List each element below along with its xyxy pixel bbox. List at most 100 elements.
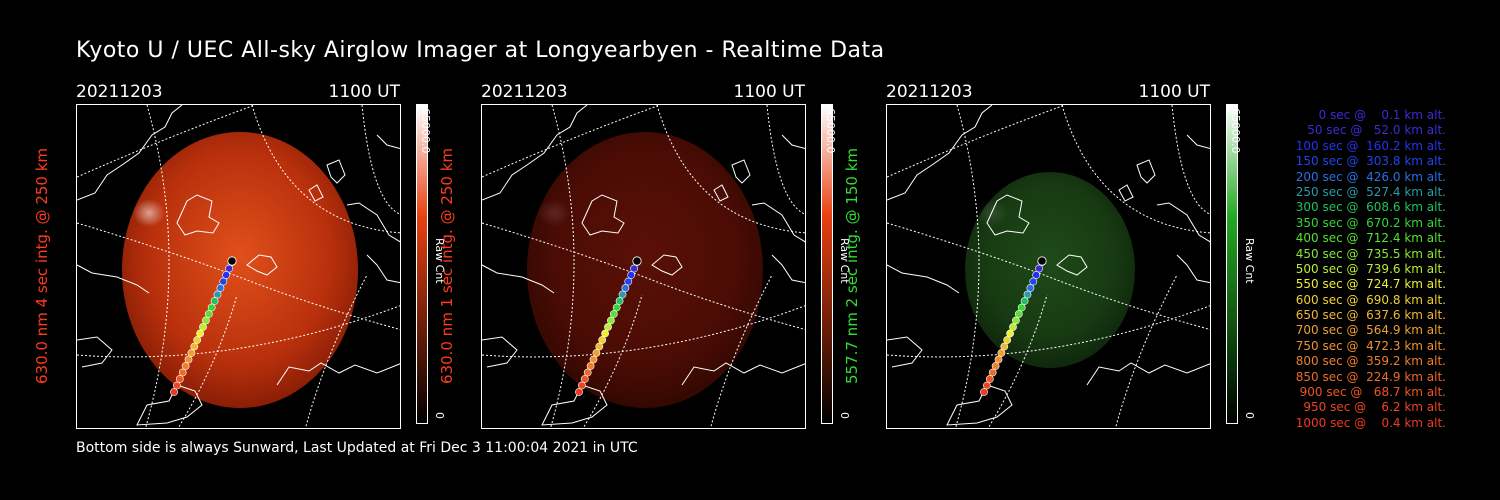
geo-grid	[482, 105, 805, 428]
colorbar	[1226, 104, 1238, 424]
panel-time: 1100 UT	[328, 82, 401, 102]
trajectory-dot	[991, 362, 1000, 370]
trajectory-dot	[997, 349, 1006, 357]
trajectory-dot	[193, 336, 202, 344]
legend-entry: 50 sec @ 52.0 km alt.	[1299, 123, 1446, 138]
trajectory-dot	[213, 290, 222, 299]
trajectory-dot	[219, 277, 228, 286]
trajectory-dot	[604, 323, 612, 331]
trajectory-dot	[612, 303, 621, 312]
trajectory-dot	[216, 284, 225, 292]
trajectory-dot	[994, 355, 1003, 364]
legend-entry: 1000 sec @ 0.4 km alt.	[1295, 415, 1446, 430]
trajectory-dot	[580, 375, 589, 383]
trajectory-dot	[624, 277, 633, 286]
geo-grid	[77, 105, 400, 428]
allsky-image	[886, 104, 1211, 429]
trajectory-legend: 0 sec @ 0.1 km alt. 50 sec @ 52.0 km alt…	[1250, 108, 1446, 431]
trajectory-dot	[630, 264, 638, 273]
panel-date: 20211203	[76, 82, 163, 102]
trajectory-dot	[1032, 271, 1041, 279]
trajectory-dot	[1020, 297, 1029, 305]
footer-note: Bottom side is always Sunward, Last Upda…	[76, 440, 638, 456]
trajectory-dot	[196, 329, 204, 338]
trajectory-dot	[1035, 264, 1043, 273]
legend-entry: 100 sec @ 160.2 km alt.	[1291, 138, 1446, 153]
trajectory-dot	[985, 375, 994, 383]
trajectory-dot	[578, 381, 586, 390]
panel-time: 1100 UT	[1138, 82, 1211, 102]
legend-entry: 650 sec @ 637.6 km alt.	[1291, 308, 1446, 323]
legend-entry: 600 sec @ 690.8 km alt.	[1291, 292, 1446, 307]
trajectory-dot	[187, 349, 196, 357]
trajectory-dot	[1011, 316, 1020, 325]
trajectory-dot	[181, 362, 190, 370]
allsky-image	[481, 104, 806, 429]
trajectory-dot	[173, 381, 181, 390]
trajectory-dot	[190, 342, 199, 351]
colorbar	[821, 104, 833, 424]
panel-date: 20211203	[886, 82, 973, 102]
trajectory-dot	[1003, 336, 1012, 344]
trajectory-dot	[175, 375, 184, 383]
trajectory-dot	[609, 310, 618, 318]
trajectory-dot	[601, 329, 609, 338]
trajectory-dot	[204, 310, 213, 318]
trajectory-dot	[1026, 284, 1035, 292]
trajectory-dot	[583, 368, 592, 377]
trajectory-dot	[988, 368, 997, 377]
trajectory-dot	[225, 264, 233, 273]
trajectory-dot	[1023, 290, 1032, 299]
allsky-image	[76, 104, 401, 429]
trajectory-dot	[199, 323, 207, 331]
legend-entry: 750 sec @ 472.3 km alt.	[1291, 338, 1446, 353]
geo-grid	[887, 105, 1210, 428]
legend-entry: 0 sec @ 0.1 km alt.	[1307, 108, 1446, 122]
panel-time: 1100 UT	[733, 82, 806, 102]
legend-entry: 850 sec @ 224.9 km alt.	[1291, 369, 1446, 384]
legend-entry: 500 sec @ 739.6 km alt.	[1291, 261, 1446, 276]
sky-disc	[527, 132, 763, 408]
coastlines	[77, 105, 400, 426]
legend-entry: 700 sec @ 564.9 km alt.	[1291, 323, 1446, 338]
sky-disc	[965, 172, 1135, 368]
colorbar	[416, 104, 428, 424]
coastlines	[887, 105, 1210, 426]
legend-entry: 550 sec @ 724.7 km alt.	[1291, 277, 1446, 292]
trajectory-dot	[1006, 329, 1014, 338]
trajectory-dot	[1017, 303, 1026, 312]
trajectory-dot	[222, 271, 231, 279]
panel-date: 20211203	[481, 82, 568, 102]
legend-entry: 150 sec @ 303.8 km alt.	[1291, 154, 1446, 169]
trajectory-dot	[618, 290, 627, 299]
legend-entry: 950 sec @ 6.2 km alt.	[1299, 400, 1446, 415]
legend-entry: 200 sec @ 426.0 km alt.	[1291, 169, 1446, 184]
trajectory-dot	[575, 388, 583, 396]
trajectory-dot	[983, 381, 991, 390]
trajectory-dot	[207, 303, 216, 312]
legend-entry: 300 sec @ 608.6 km alt.	[1291, 200, 1446, 215]
trajectory-dot	[178, 368, 187, 377]
trajectory-dot	[1009, 323, 1017, 331]
trajectory-dot	[627, 271, 636, 279]
trajectory-dot	[1014, 310, 1023, 318]
trajectory-dot	[615, 297, 624, 305]
legend-entry: 400 sec @ 712.4 km alt.	[1291, 231, 1446, 246]
legend-entry: 800 sec @ 359.2 km alt.	[1291, 354, 1446, 369]
trajectory-dot	[586, 362, 595, 370]
image-panel-2: 20211203 1100 UT 630.0 nm 1 sec intg. @ …	[438, 80, 881, 430]
trajectory-dot	[210, 297, 219, 305]
image-panel-3: 20211203 1100 UT 557.7 nm 2 sec intg. @ …	[843, 80, 1286, 430]
trajectory-dot	[621, 284, 630, 292]
trajectory-dot	[592, 349, 601, 357]
trajectory-dot	[980, 388, 988, 396]
trajectory-dot	[1000, 342, 1009, 351]
legend-entry: 350 sec @ 670.2 km alt.	[1291, 215, 1446, 230]
image-panel-1: 20211203 1100 UT 630.0 nm 4 sec intg. @ …	[33, 80, 476, 430]
trajectory-dot	[170, 388, 178, 396]
trajectory-dot	[606, 316, 615, 325]
trajectory-dot	[201, 316, 210, 325]
trajectory-dot	[595, 342, 604, 351]
trajectory-dot	[598, 336, 607, 344]
legend-entry: 250 sec @ 527.4 km alt.	[1291, 184, 1446, 199]
